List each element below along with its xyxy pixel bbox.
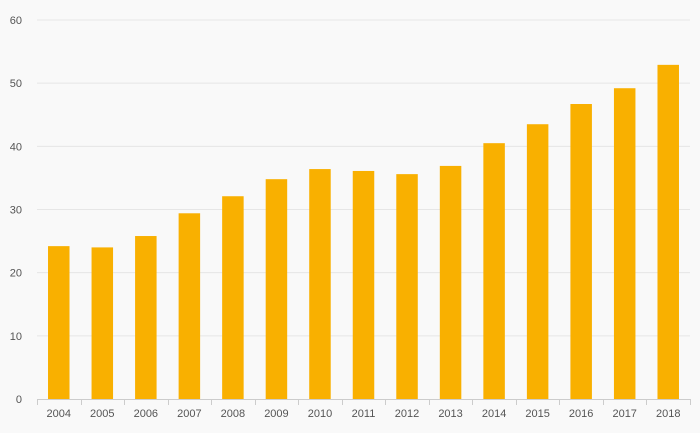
x-tick-label: 2006 bbox=[134, 408, 158, 420]
bar-2006 bbox=[135, 236, 157, 399]
y-tick-label: 40 bbox=[10, 141, 22, 153]
y-tick-label: 50 bbox=[10, 78, 22, 90]
x-tick-label: 2008 bbox=[221, 408, 245, 420]
bar-2005 bbox=[91, 247, 114, 399]
y-tick-label: 0 bbox=[16, 394, 22, 406]
x-tick-label: 2015 bbox=[525, 408, 549, 420]
bar-2017 bbox=[613, 88, 636, 399]
y-tick-label: 10 bbox=[10, 331, 22, 343]
x-tick-label: 2005 bbox=[90, 408, 114, 420]
bar-2014 bbox=[483, 143, 505, 399]
bar-2015 bbox=[526, 124, 549, 399]
x-tick-label: 2013 bbox=[438, 408, 462, 420]
x-tick-label: 2014 bbox=[482, 408, 506, 420]
x-tick-label: 2009 bbox=[264, 408, 288, 420]
x-tick-label: 2016 bbox=[569, 408, 593, 420]
y-tick-label: 20 bbox=[10, 268, 22, 280]
bar-2007 bbox=[178, 213, 201, 399]
bar-2008 bbox=[222, 196, 244, 399]
x-tick-label: 2004 bbox=[47, 408, 71, 420]
x-tick-label: 2012 bbox=[395, 408, 419, 420]
y-tick-label: 30 bbox=[10, 205, 22, 217]
x-tick-label: 2007 bbox=[177, 408, 201, 420]
bar-2004 bbox=[48, 246, 70, 399]
bar-2016 bbox=[570, 104, 592, 400]
y-axis-tick-labels: 0 10 20 30 40 50 60 bbox=[10, 15, 22, 406]
bar-2012 bbox=[396, 174, 418, 399]
bar-2013 bbox=[439, 165, 462, 399]
bars bbox=[48, 64, 679, 400]
x-tick-label: 2011 bbox=[352, 408, 376, 420]
bar-2009 bbox=[265, 179, 288, 399]
bar-2010 bbox=[309, 169, 331, 399]
bar-2018 bbox=[657, 64, 679, 400]
x-axis-tick-labels: 2004 2005 2006 2007 2008 2009 2010 2011 2012 2013… bbox=[47, 408, 681, 420]
x-tick-label: 2017 bbox=[612, 408, 636, 420]
x-tick-label: 2010 bbox=[308, 408, 332, 420]
y-tick-label: 60 bbox=[10, 15, 22, 27]
x-tick-label: 2018 bbox=[656, 408, 680, 420]
bar-2011 bbox=[352, 170, 375, 399]
x-axis bbox=[37, 399, 691, 405]
